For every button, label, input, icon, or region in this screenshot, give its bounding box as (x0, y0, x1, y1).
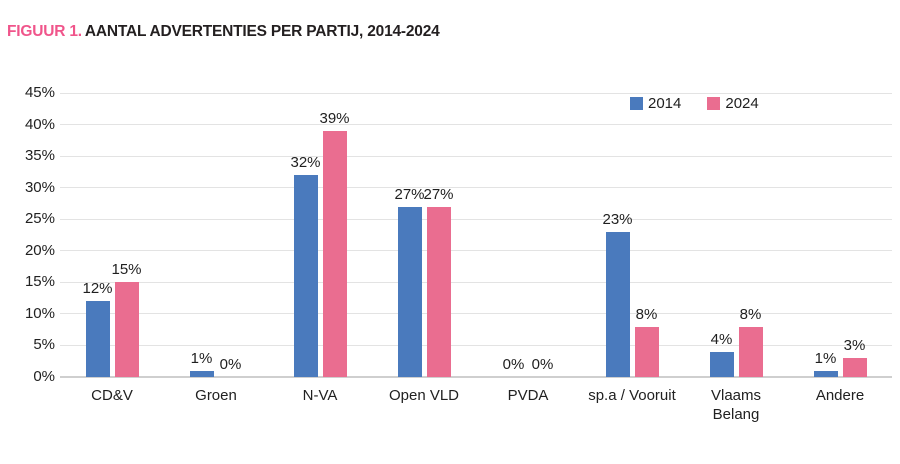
bar-2014-4 (397, 206, 422, 377)
gridline (60, 124, 892, 126)
gridline (60, 92, 892, 94)
figure-label: FIGUUR 1. (7, 23, 82, 40)
bar-2014-2 (189, 370, 214, 377)
legend-label: 2024 (725, 95, 759, 112)
bar-value-label: 3% (843, 337, 866, 355)
bar-2014-8 (813, 370, 838, 377)
y-tick-label: 10% (24, 304, 55, 322)
bar-2024-4 (426, 206, 451, 377)
gridline (60, 187, 892, 189)
y-tick-label: 40% (24, 115, 55, 133)
bar-2014-1 (85, 301, 110, 377)
bar-value-label: 1% (190, 349, 213, 367)
y-tick-label: 45% (24, 84, 55, 101)
x-axis-label: CD&V (91, 387, 133, 404)
gridline (60, 376, 892, 378)
bar-value-label: 1% (814, 349, 837, 367)
legend-item-2024: 2024 (707, 95, 759, 112)
x-axis-label: PVDA (507, 387, 549, 404)
y-tick-label: 15% (24, 273, 55, 291)
bar-value-label: 8% (739, 305, 762, 323)
bar-value-label: 0% (531, 356, 554, 373)
gridline (60, 218, 892, 220)
gridline (60, 155, 892, 157)
bar-2024-1 (114, 282, 139, 377)
bar-value-label: 32% (290, 154, 321, 172)
bar-value-label: 15% (111, 261, 142, 279)
bar-value-label: 4% (710, 330, 733, 348)
x-axis-label: Groen (195, 387, 237, 404)
x-axis-label: Vlaams Belang (710, 387, 762, 423)
figure-title: FIGUUR 1. AANTAL ADVERTENTIES PER PARTIJ,… (7, 23, 440, 41)
chart-legend: 2014 2024 (630, 95, 759, 112)
y-tick-label: 30% (24, 178, 55, 196)
gridline (60, 313, 892, 315)
bar-value-label: 27% (423, 185, 454, 203)
y-axis: 45% 40% 35% 30% 25% 20% 15% 10% 5% 0% (0, 84, 55, 385)
gridline (60, 250, 892, 252)
x-axis-label: N-VA (302, 387, 338, 404)
y-tick-label: 0% (33, 368, 55, 385)
bar-value-label: 23% (602, 210, 633, 228)
legend-swatch-icon (630, 97, 643, 110)
bar-value-label: 8% (635, 305, 658, 323)
bar-value-label: 0% (502, 356, 525, 373)
y-tick-label: 35% (24, 147, 55, 165)
legend-item-2014: 2014 (630, 95, 681, 112)
y-tick-label: 25% (24, 210, 55, 228)
bar-2024-3 (322, 130, 347, 377)
bar-2024-8 (842, 358, 867, 377)
x-axis-label: Open VLD (388, 387, 460, 404)
bar-2024-6 (634, 326, 659, 377)
bar-2014-3 (293, 175, 318, 377)
legend-label: 2014 (648, 95, 682, 112)
gridline (60, 344, 892, 346)
bar-2024-7 (738, 326, 763, 377)
x-axis-label: Andere (815, 387, 865, 404)
bar-2014-6 (605, 231, 630, 377)
bar-value-label: 12% (82, 280, 113, 298)
bar-value-label: 0% (219, 356, 242, 373)
y-tick-label: 5% (33, 336, 55, 354)
y-tick-label: 20% (24, 241, 55, 259)
bar-value-label: 27% (394, 185, 425, 203)
bar-value-label: 39% (319, 109, 350, 127)
plot-area: 2014 2024 12% 15% CD&V 1% 0% Groen 32% 39% N-VA 27… (60, 92, 892, 423)
bar-2014-7 (709, 351, 734, 377)
legend-swatch-icon (707, 97, 721, 110)
gridline (60, 281, 892, 283)
figure-title-text: AANTAL ADVERTENTIES PER PARTIJ, 2014-202… (84, 23, 440, 40)
x-axis-label: sp.a / Vooruit (588, 387, 676, 404)
